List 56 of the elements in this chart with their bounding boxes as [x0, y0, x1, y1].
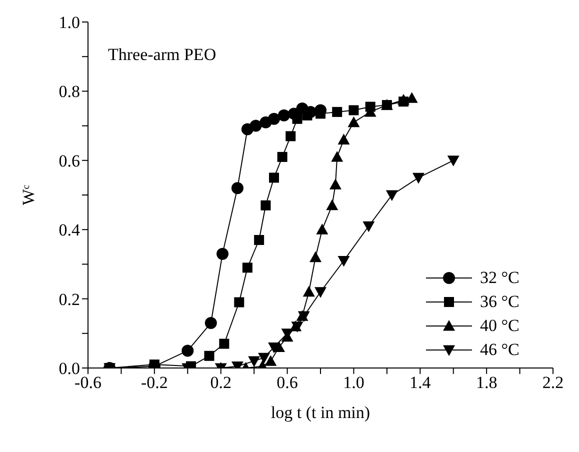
point: [348, 116, 360, 128]
point: [248, 356, 260, 368]
point: [398, 94, 410, 105]
point: [447, 156, 460, 166]
point: [234, 297, 244, 308]
x-axis-title: log t (t in min): [270, 403, 370, 422]
point: [250, 120, 262, 132]
point: [348, 105, 359, 116]
x-tick-label: 0.6: [276, 373, 298, 392]
point: [204, 350, 214, 361]
point: [412, 172, 424, 184]
y-tick-label: 0.6: [58, 151, 80, 170]
point: [231, 182, 244, 194]
point: [314, 287, 326, 298]
x-tick-label: 1.0: [343, 373, 364, 392]
point: [277, 152, 288, 162]
point: [219, 338, 230, 349]
point: [316, 224, 328, 234]
point: [386, 190, 398, 201]
point: [264, 355, 277, 366]
point: [268, 112, 280, 125]
point: [254, 234, 264, 245]
x-tick-label: -0.2: [140, 373, 168, 392]
point: [338, 256, 350, 267]
point: [332, 106, 342, 117]
point: [269, 172, 279, 183]
y-tick-label: 0.2: [58, 290, 80, 309]
point: [268, 342, 280, 354]
point: [258, 352, 270, 364]
point: [326, 199, 338, 210]
point: [182, 344, 194, 357]
point: [260, 200, 271, 210]
point: [362, 221, 375, 232]
point: [242, 262, 252, 273]
x-tick-label: 1.4: [410, 373, 432, 392]
point: [302, 286, 315, 297]
point: [338, 134, 350, 144]
point: [204, 317, 217, 330]
legend-label: 46 °C: [480, 340, 520, 360]
y-tick-label: 0.8: [58, 82, 80, 102]
point: [310, 251, 322, 262]
point: [329, 178, 342, 190]
legend-label: 32 °C: [480, 268, 520, 288]
point: [292, 114, 302, 124]
x-tick-label: 2.2: [542, 373, 564, 392]
point: [278, 109, 290, 122]
legend-label: 40 °C: [480, 316, 520, 336]
legend-label: 36 °C: [480, 292, 520, 312]
point: [331, 150, 344, 162]
x-tick-label: 0.2: [210, 373, 232, 392]
x-tick-label: 1.8: [476, 373, 498, 392]
text: Three-arm PEO: [108, 45, 216, 64]
point: [286, 131, 296, 142]
y-tick-label: 0.4: [58, 220, 80, 240]
y-tick-label: 1.0: [58, 13, 80, 32]
point: [216, 248, 229, 260]
